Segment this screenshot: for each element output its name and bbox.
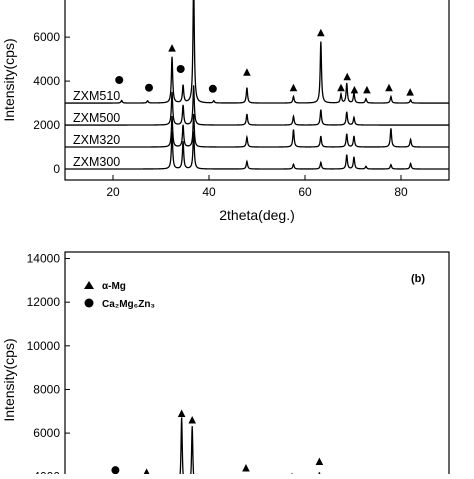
- alpha-mg-marker: [188, 416, 196, 424]
- panel-a-axis-ticks: 0 2000 4000 6000 20 40 60 80: [33, 30, 408, 199]
- legend-ca2mg6zn3-label: Ca₂Mg₆Zn₃: [102, 299, 155, 310]
- panel-a: 0 2000 4000 6000 20 40 60 80 ZXM300 ZXM320 ZXM500…: [1, 0, 450, 223]
- ca2mg6zn3-marker: [145, 83, 153, 92]
- panel-b: 400060008000100001200014000 ZXM510 h (b)…: [1, 251, 450, 479]
- y-tick-label: 8000: [33, 382, 60, 396]
- x-tick-label: 40: [202, 185, 216, 199]
- alpha-mg-marker: [363, 85, 371, 94]
- xrd-series-line: [65, 113, 449, 148]
- x-tick-label: 60: [298, 185, 312, 199]
- alpha-mg-marker: [168, 44, 176, 52]
- panel-b-y-axis-label: Intensity(cps): [1, 338, 17, 421]
- xrd-series-line: [170, 417, 346, 479]
- legend-alpha-mg-label: α-Mg: [102, 281, 126, 292]
- xrd-series-line: [65, 131, 449, 170]
- legend-triangle-icon: [84, 281, 94, 289]
- panel-b-phase-markers: [111, 409, 366, 479]
- series-label: ZXM510: [73, 89, 120, 103]
- alpha-mg-marker: [243, 68, 251, 76]
- y-tick-label: 2000: [33, 118, 60, 132]
- y-tick-label: 12000: [27, 295, 61, 309]
- ca2mg6zn3-marker: [176, 65, 185, 74]
- x-tick-label: 20: [106, 185, 120, 199]
- series-label: ZXM500: [73, 111, 120, 125]
- x-tick-label: 80: [394, 185, 408, 199]
- y-tick-label: 10000: [27, 339, 61, 353]
- y-tick-label: 4000: [33, 74, 60, 88]
- alpha-mg-marker: [317, 28, 325, 37]
- panel-a-phase-markers: [115, 28, 414, 96]
- panel-a-x-axis-label: 2theta(deg.): [219, 207, 295, 223]
- y-tick-label: 6000: [33, 426, 60, 440]
- panel-a-series-labels: ZXM300 ZXM320 ZXM500 ZXM510: [73, 89, 120, 169]
- series-label: ZXM300: [73, 155, 120, 169]
- alpha-mg-marker: [315, 457, 324, 465]
- panel-b-frame: [64, 251, 450, 479]
- alpha-mg-marker: [406, 88, 414, 96]
- alpha-mg-marker: [343, 72, 352, 81]
- y-tick-label: 6000: [33, 30, 60, 44]
- y-tick-label: 4000: [33, 470, 60, 474]
- xrd-series-line: [65, 0, 449, 104]
- panel-b-legend: α-Mg Ca₂Mg₆Zn₃: [84, 281, 155, 310]
- y-tick-label: 0: [53, 162, 60, 176]
- y-tick-label: 14000: [27, 252, 61, 266]
- alpha-mg-marker: [177, 409, 186, 417]
- ca2mg6zn3-marker: [115, 76, 124, 84]
- panel-b-label: (b): [411, 273, 425, 285]
- alpha-mg-marker: [142, 468, 151, 476]
- panel-a-frame: [64, 0, 450, 181]
- alpha-mg-marker: [350, 85, 359, 94]
- series-label: ZXM320: [73, 133, 120, 147]
- ca2mg6zn3-marker: [208, 84, 217, 93]
- alpha-mg-marker: [385, 83, 393, 92]
- xrd-series-line: [65, 85, 449, 126]
- alpha-mg-marker: [337, 83, 345, 92]
- ca2mg6zn3-marker: [111, 466, 120, 475]
- panel-a-series-lines: [65, 0, 449, 170]
- legend-circle-icon: [84, 298, 94, 308]
- panel-a-y-axis-label: Intensity(cps): [1, 38, 17, 121]
- alpha-mg-marker: [289, 83, 298, 92]
- panel-b-axis-ticks: 4000 6000 8000 10000 12000 14000: [27, 252, 70, 479]
- panel-b-series-lines: [170, 417, 346, 479]
- alpha-mg-marker: [242, 464, 250, 472]
